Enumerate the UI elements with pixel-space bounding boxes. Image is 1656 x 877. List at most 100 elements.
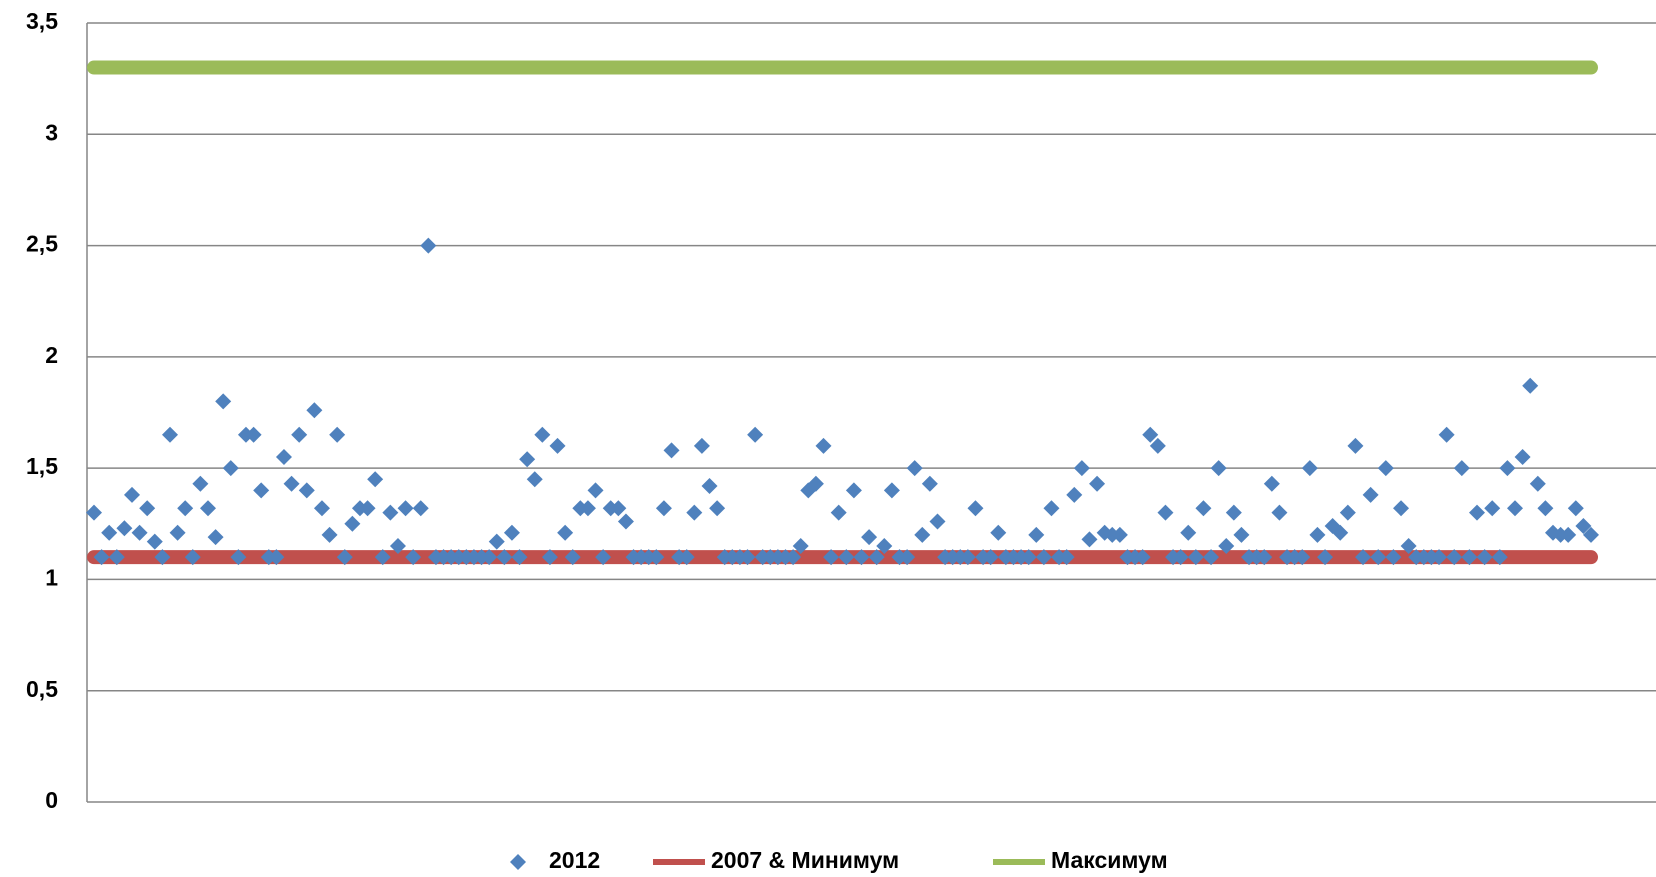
legend-marker <box>510 854 526 870</box>
scatter-point <box>1355 549 1372 566</box>
legend-label: Максимум <box>1051 847 1168 873</box>
scatter-point <box>503 524 520 541</box>
scatter-point <box>838 549 855 566</box>
scatter-point <box>1172 549 1189 566</box>
scatter-point <box>1347 437 1364 454</box>
scatter-point <box>1514 449 1531 466</box>
scatter-point <box>1438 426 1455 443</box>
scatter-point <box>1370 549 1387 566</box>
scatter-point <box>1210 460 1227 477</box>
y-tick-label: 2,5 <box>26 231 58 257</box>
scatter-point <box>1446 549 1463 566</box>
scatter-point <box>1400 538 1417 555</box>
scatter-point <box>268 549 285 566</box>
scatter-point <box>177 500 194 517</box>
scatter-point <box>648 549 665 566</box>
scatter-point <box>921 475 938 492</box>
scatter-point <box>929 513 946 530</box>
scatter-point <box>1066 486 1083 503</box>
scatter-point <box>982 549 999 566</box>
legend-label: 2007 & Минимум <box>711 847 899 873</box>
scatter-point <box>1529 475 1546 492</box>
scatter-point <box>1294 549 1311 566</box>
scatter-point <box>1218 538 1235 555</box>
scatter-point <box>739 549 756 566</box>
scatter-point <box>868 549 885 566</box>
scatter-point <box>1476 549 1493 566</box>
scatter-point <box>610 500 627 517</box>
scatter-point <box>382 504 399 521</box>
scatter-point <box>222 460 239 477</box>
scatter-point <box>701 477 718 494</box>
scatter-point <box>1453 460 1470 477</box>
y-tick-label: 1,5 <box>26 453 58 479</box>
scatter-point <box>1484 500 1501 517</box>
scatter-point <box>207 529 224 546</box>
scatter-point <box>678 549 695 566</box>
scatter-point <box>1111 526 1128 543</box>
scatter-point <box>405 549 422 566</box>
scatter-point <box>1271 504 1288 521</box>
scatter-point <box>139 500 156 517</box>
scatter-point <box>686 504 703 521</box>
scatter-point <box>1309 526 1326 543</box>
scatter-point <box>967 500 984 517</box>
scatter-point <box>693 437 710 454</box>
scatter-point <box>709 500 726 517</box>
scatter-point <box>488 533 505 550</box>
scatter-point <box>131 524 148 541</box>
scatter-point <box>1469 504 1486 521</box>
scatter-point <box>1043 500 1060 517</box>
y-tick-label: 3 <box>45 119 58 145</box>
y-tick-label: 3,5 <box>26 8 58 34</box>
scatter-point <box>1225 504 1242 521</box>
scatter-point <box>215 393 232 410</box>
scatter-point <box>344 515 361 532</box>
scatter-point <box>587 482 604 499</box>
scatter-point <box>481 549 498 566</box>
scatter-point <box>1187 549 1204 566</box>
scatter-point <box>1134 549 1151 566</box>
scatter-point <box>1317 549 1334 566</box>
legend-label: 2012 <box>549 847 600 873</box>
scatter-point <box>1393 500 1410 517</box>
scatter-point <box>1157 504 1174 521</box>
scatter-point <box>792 538 809 555</box>
scatter-point <box>374 549 391 566</box>
scatter-point <box>1233 526 1250 543</box>
scatter-point <box>1507 500 1524 517</box>
scatter-point <box>313 500 330 517</box>
scatter-point <box>146 533 163 550</box>
scatter-point <box>306 402 323 419</box>
scatter-point <box>534 426 551 443</box>
scatter-point <box>329 426 346 443</box>
scatter-point <box>291 426 308 443</box>
scatter-point <box>367 471 384 488</box>
scatter-point <box>1583 526 1599 543</box>
scatter-point <box>747 426 764 443</box>
scatter-point <box>876 538 893 555</box>
scatter-point <box>1362 486 1379 503</box>
scatter-point <box>1073 460 1090 477</box>
scatter-point <box>959 549 976 566</box>
scatter-point <box>914 526 931 543</box>
scatter-point <box>298 482 315 499</box>
scatter-point <box>663 442 680 459</box>
scatter-point <box>1567 500 1584 517</box>
scatter-point <box>526 471 543 488</box>
scatter-point <box>1491 549 1508 566</box>
scatter-point <box>1560 526 1577 543</box>
scatter-point <box>245 426 262 443</box>
scatter-point <box>990 524 1007 541</box>
scatter-point <box>564 549 581 566</box>
scatter-point <box>541 549 558 566</box>
scatter-point <box>230 549 247 566</box>
scatter-point <box>321 526 338 543</box>
scatter-point <box>1195 500 1212 517</box>
scatter-point <box>617 513 634 530</box>
scatter-point <box>420 237 437 254</box>
y-tick-label: 0 <box>45 787 58 813</box>
scatter-point <box>199 500 216 517</box>
